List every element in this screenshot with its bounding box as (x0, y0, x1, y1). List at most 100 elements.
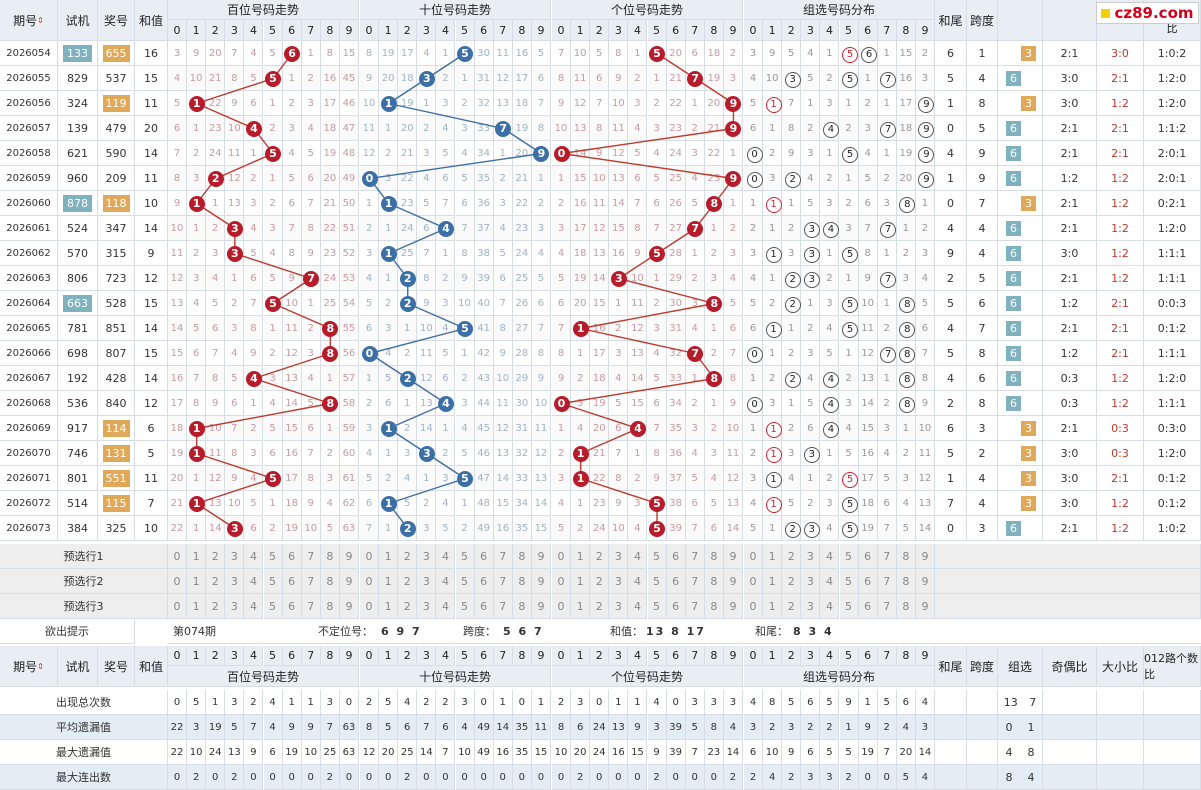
trend-segment (196, 477, 274, 505)
group-cell: 10 (763, 66, 783, 91)
group-cell: 15 (896, 41, 916, 66)
miss-cell: 8 (552, 66, 572, 91)
miss-cell: 30 (474, 41, 494, 66)
group-cell: 19 (896, 141, 916, 166)
miss-cell: 2 (647, 91, 667, 116)
odd-even-cell: 2:1 (1043, 116, 1097, 141)
miss-cell: 9 (609, 66, 629, 91)
miss-cell: 23 (704, 166, 724, 191)
trend-segment (580, 427, 639, 455)
miss-cell: 2 (628, 66, 648, 91)
miss-cell: 34 (474, 141, 494, 166)
group-type-cell: 6 (998, 66, 1043, 91)
period-header[interactable]: 期号 ⇕ (0, 0, 58, 41)
drawn-ball: 4 (245, 120, 262, 137)
miss-cell: 11 (360, 116, 380, 141)
miss-cell: 19 (398, 91, 418, 116)
miss-cell: 3 (417, 141, 437, 166)
drawn-ball: 4 (629, 420, 646, 437)
miss-cell: 25 (666, 166, 686, 191)
miss-cell: 19 (379, 41, 399, 66)
drawn-ball: 1 (380, 420, 397, 437)
drawn-ball: 1 (188, 95, 205, 112)
digit-header-g4: 4 (820, 20, 840, 41)
miss-cell: 23 (666, 116, 686, 141)
drawn-ball: 7 (687, 220, 704, 237)
span-cell: 9 (967, 141, 998, 166)
miss-cell: 3 (455, 116, 475, 141)
miss-cell: 9 (360, 66, 380, 91)
drawn-ball: 1 (188, 195, 205, 212)
miss-cell: 12 (571, 91, 591, 116)
group-cell: 3 (801, 141, 821, 166)
group-cell: 16 (896, 66, 916, 91)
miss-cell: 6 (685, 41, 705, 66)
miss-cell: 1 (723, 141, 743, 166)
group-type-header (998, 0, 1043, 41)
group-cell: 1 (801, 91, 821, 116)
sum-cell: 10 (135, 191, 168, 216)
drawn-ball: 1 (188, 445, 205, 462)
group-cell: 1 (839, 91, 859, 116)
miss-cell: 6 (628, 166, 648, 191)
group-dist-header: 组选号码分布 (744, 0, 935, 20)
miss-cell: 21 (704, 116, 724, 141)
group-type-cell: 3 (998, 41, 1043, 66)
digit-header-g6: 6 (858, 20, 878, 41)
miss-cell: 18 (320, 116, 340, 141)
trial-value: 133 (63, 44, 92, 62)
sort-arrow-icon[interactable]: ⇕ (37, 15, 44, 25)
miss-cell: 2 (417, 116, 437, 141)
trend-segment (388, 202, 447, 230)
miss-cell: 5 (282, 166, 302, 191)
trial-header: 试机 (58, 0, 98, 41)
miss-cell: 2 (436, 66, 456, 91)
miss-cell: 19 (320, 141, 340, 166)
miss-cell: 47 (339, 116, 359, 141)
miss-cell: 9 (552, 91, 572, 116)
digit-header-u6: 6 (666, 20, 686, 41)
trend-segment (580, 327, 696, 355)
miss-cell: 17 (320, 91, 340, 116)
miss-cell: 2 (379, 141, 399, 166)
route-cell: 1:2:0 (1144, 66, 1201, 91)
miss-cell: 10 (609, 91, 629, 116)
digit-header-u3: 3 (609, 20, 629, 41)
miss-cell: 10 (552, 116, 572, 141)
miss-cell: 7 (531, 91, 551, 116)
big-small-cell: 2:1 (1097, 116, 1144, 141)
drawn-ball: 2 (207, 170, 224, 187)
miss-cell: 5 (590, 41, 610, 66)
drawn-ball: 0 (361, 170, 378, 187)
group-cell: 4 (858, 141, 878, 166)
digit-header-h3: 3 (225, 20, 245, 41)
group-cell: 2 (763, 141, 783, 166)
miss-cell: 11 (225, 141, 245, 166)
miss-cell: 13 (493, 91, 513, 116)
digit-header-t6: 6 (474, 20, 494, 41)
drawn-ball: 7 (687, 70, 704, 87)
digit-header-u9: 9 (723, 20, 743, 41)
miss-cell: 5 (263, 41, 283, 66)
miss-cell: 1 (552, 166, 572, 191)
trend-segment (196, 77, 274, 105)
group-cell: 9 (782, 141, 802, 166)
prize-value: 537 (105, 71, 127, 85)
digit-header-t9: 9 (531, 20, 551, 41)
span-cell: 8 (967, 91, 998, 116)
miss-cell: 2 (282, 91, 302, 116)
group-cell: 20 (896, 166, 916, 191)
digit-header-g1: 1 (763, 20, 783, 41)
trend-segment (618, 277, 715, 305)
drawn-ball: 5 (265, 70, 281, 87)
miss-cell: 3 (301, 91, 321, 116)
group-cell: 5 (782, 41, 802, 66)
prize-cell: 479 (98, 116, 135, 141)
prize-header: 奖号 (98, 0, 135, 41)
miss-cell: 1 (282, 66, 302, 91)
digit-header-t0: 0 (360, 20, 380, 41)
miss-cell: 12 (360, 141, 380, 166)
trial-cell: 324 (58, 91, 98, 116)
drawn-ball: 8 (706, 295, 723, 312)
